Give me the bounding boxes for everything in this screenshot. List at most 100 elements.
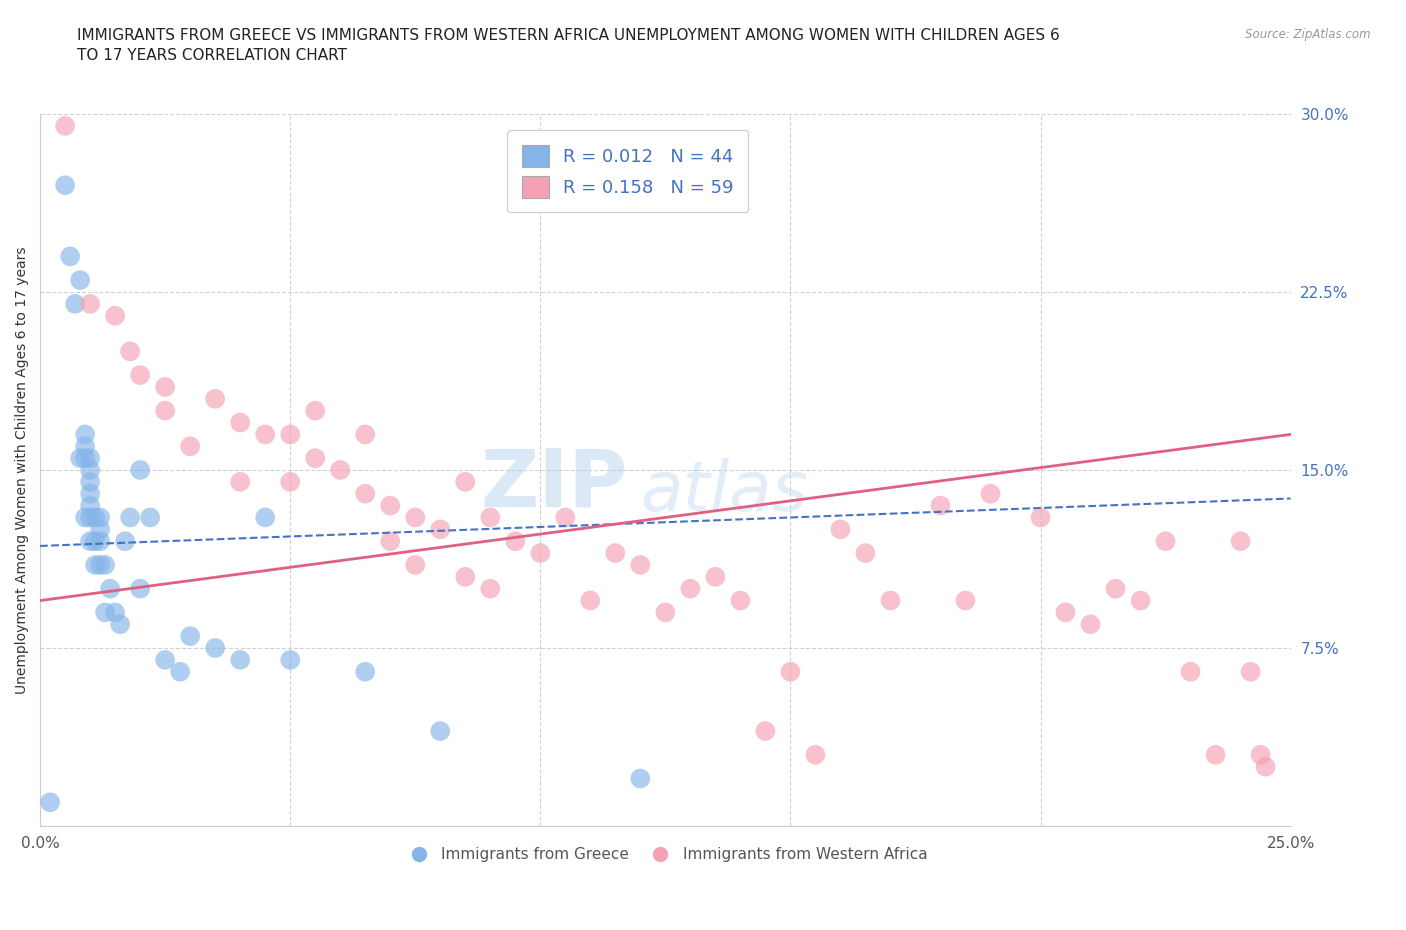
Point xyxy=(229,415,252,430)
Point xyxy=(704,569,727,584)
Point xyxy=(84,557,107,572)
Point xyxy=(879,593,901,608)
Text: ZIP: ZIP xyxy=(481,445,628,524)
Point xyxy=(628,771,651,786)
Point xyxy=(304,451,326,466)
Point xyxy=(153,404,176,418)
Point xyxy=(404,557,426,572)
Point xyxy=(98,581,121,596)
Point xyxy=(454,569,477,584)
Point xyxy=(79,462,101,477)
Point xyxy=(479,581,502,596)
Point xyxy=(79,498,101,513)
Point xyxy=(89,534,111,549)
Point xyxy=(79,474,101,489)
Point xyxy=(229,653,252,668)
Point xyxy=(169,664,191,679)
Point xyxy=(380,534,402,549)
Point xyxy=(454,474,477,489)
Text: Source: ZipAtlas.com: Source: ZipAtlas.com xyxy=(1246,28,1371,41)
Point xyxy=(75,510,97,525)
Point xyxy=(1154,534,1177,549)
Point xyxy=(1104,581,1126,596)
Point xyxy=(104,309,127,324)
Point xyxy=(628,557,651,572)
Point xyxy=(75,439,97,454)
Legend: Immigrants from Greece, Immigrants from Western Africa: Immigrants from Greece, Immigrants from … xyxy=(396,841,934,869)
Point xyxy=(1250,748,1272,763)
Point xyxy=(254,510,277,525)
Point xyxy=(39,795,62,810)
Point xyxy=(529,546,551,561)
Point xyxy=(804,748,827,763)
Point xyxy=(79,534,101,549)
Point xyxy=(1129,593,1152,608)
Point xyxy=(1080,617,1102,631)
Point xyxy=(503,534,526,549)
Point xyxy=(1229,534,1251,549)
Point xyxy=(104,605,127,620)
Point xyxy=(855,546,877,561)
Point xyxy=(153,379,176,394)
Point xyxy=(120,510,142,525)
Point xyxy=(114,534,136,549)
Point xyxy=(354,486,377,501)
Point xyxy=(69,451,91,466)
Point xyxy=(605,546,627,561)
Point xyxy=(79,486,101,501)
Point xyxy=(75,427,97,442)
Point xyxy=(429,724,451,738)
Point xyxy=(204,392,226,406)
Point xyxy=(53,178,76,193)
Point xyxy=(1054,605,1077,620)
Point xyxy=(79,297,101,312)
Point xyxy=(304,404,326,418)
Point xyxy=(79,451,101,466)
Point xyxy=(204,641,226,656)
Point xyxy=(53,118,76,133)
Point xyxy=(278,427,301,442)
Text: IMMIGRANTS FROM GREECE VS IMMIGRANTS FROM WESTERN AFRICA UNEMPLOYMENT AMONG WOME: IMMIGRANTS FROM GREECE VS IMMIGRANTS FRO… xyxy=(77,28,1060,62)
Point xyxy=(329,462,352,477)
Point xyxy=(84,510,107,525)
Point xyxy=(89,510,111,525)
Point xyxy=(929,498,952,513)
Point xyxy=(69,272,91,287)
Point xyxy=(94,605,117,620)
Point xyxy=(229,474,252,489)
Point xyxy=(129,581,152,596)
Point xyxy=(179,439,201,454)
Point xyxy=(129,462,152,477)
Point xyxy=(554,510,576,525)
Point xyxy=(1254,759,1277,774)
Point xyxy=(429,522,451,537)
Point xyxy=(779,664,801,679)
Point xyxy=(1239,664,1261,679)
Point xyxy=(84,534,107,549)
Point xyxy=(354,664,377,679)
Point xyxy=(278,653,301,668)
Point xyxy=(754,724,776,738)
Point xyxy=(59,249,82,264)
Point xyxy=(139,510,162,525)
Point xyxy=(380,498,402,513)
Point xyxy=(129,367,152,382)
Point xyxy=(63,297,86,312)
Point xyxy=(579,593,602,608)
Point xyxy=(1180,664,1202,679)
Point xyxy=(479,510,502,525)
Point xyxy=(830,522,852,537)
Point xyxy=(278,474,301,489)
Y-axis label: Unemployment Among Women with Children Ages 6 to 17 years: Unemployment Among Women with Children A… xyxy=(15,246,30,694)
Point xyxy=(654,605,676,620)
Point xyxy=(120,344,142,359)
Point xyxy=(75,451,97,466)
Point xyxy=(153,653,176,668)
Text: atlas: atlas xyxy=(640,458,808,525)
Point xyxy=(979,486,1001,501)
Point xyxy=(730,593,752,608)
Point xyxy=(94,557,117,572)
Point xyxy=(254,427,277,442)
Point xyxy=(89,522,111,537)
Point xyxy=(179,629,201,644)
